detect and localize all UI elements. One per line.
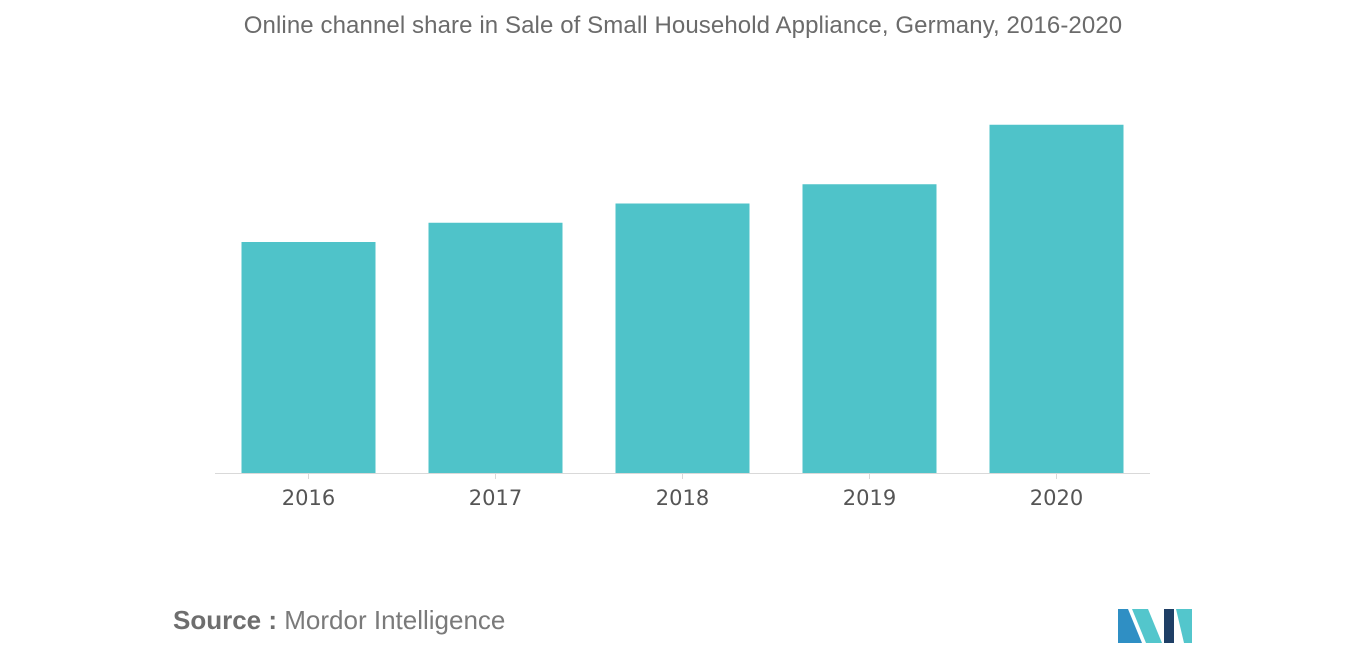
mordor-intelligence-logo-icon: [1118, 609, 1192, 643]
chart-title: Online channel share in Sale of Small Ho…: [243, 12, 1123, 39]
x-tick-label-2017: 2017: [469, 486, 522, 510]
x-tick-label-2019: 2019: [843, 486, 896, 510]
source-text: Mordor Intelligence: [284, 605, 506, 635]
logo-shape-right: [1176, 609, 1192, 643]
bar-2017: [428, 222, 563, 473]
bar-2020: [989, 124, 1124, 473]
source-note: Source : Mordor Intelligence: [173, 605, 505, 636]
source-label: Source :: [173, 605, 278, 635]
logo-shape-mid: [1132, 609, 1162, 643]
bar-2018: [615, 203, 750, 473]
x-tick-label-2018: 2018: [656, 486, 709, 510]
logo-shape-right-dark: [1164, 609, 1174, 643]
x-tick-label-2016: 2016: [282, 486, 335, 510]
bar-2016: [241, 242, 376, 473]
x-tick-label-2020: 2020: [1030, 486, 1083, 510]
bar-2019: [802, 184, 937, 473]
logo-shape-left: [1118, 609, 1142, 643]
